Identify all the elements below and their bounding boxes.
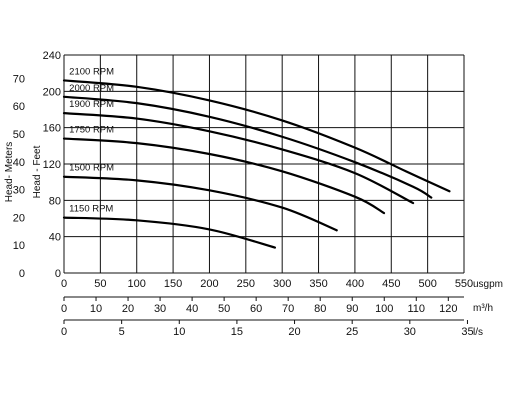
x-tick-usgpm: 50 [94, 278, 106, 290]
axis-tick-label: 5 [119, 326, 125, 338]
axis-tick-label: 90 [346, 303, 358, 315]
x-axis-usgpm-label: usgpm [473, 279, 503, 290]
x-tick-usgpm: 300 [273, 278, 291, 290]
axis-tick-label: 50 [218, 303, 230, 315]
x-tick-usgpm: 550 [455, 278, 473, 290]
curve-1900-rpm [62, 112, 415, 205]
axis-tick-label: 25 [346, 326, 358, 338]
x-tick-usgpm: 0 [61, 278, 67, 290]
axis-tick-label: 15 [231, 326, 243, 338]
y-tick-feet: 200 [43, 86, 61, 98]
curve-label: 2100 RPM [69, 66, 114, 77]
y-tick-feet: 240 [43, 50, 61, 62]
x-tick-usgpm: 100 [128, 278, 146, 290]
y-tick-feet: 0 [55, 268, 61, 280]
axis-tick-label: 80 [314, 303, 326, 315]
axis-tick-label: 10 [90, 303, 102, 315]
y-tick-meters: 20 [13, 212, 25, 224]
y-axis-feet-ticks: 0 40 80 120 160 200 240 [43, 50, 61, 280]
curve-label: 1900 RPM [69, 99, 114, 110]
y-axis-meters-label: Head- Meters [4, 142, 15, 203]
x-axis-m3h: 0 10 20 30 40 50 60 70 80 90 100 110 120 [61, 296, 464, 315]
x-tick-usgpm: 500 [418, 278, 436, 290]
x-tick-usgpm: 350 [309, 278, 327, 290]
curve-1150-rpm [62, 216, 277, 249]
axis-tick-label: 100 [375, 303, 393, 315]
y-axis-meters-ticks: 0 10 20 30 40 50 60 70 [13, 73, 25, 280]
curve-label: 1750 RPM [69, 125, 114, 136]
y-tick-meters: 60 [13, 101, 25, 113]
x-axis-ls-label: l/s [473, 327, 483, 338]
x-axis-m3h-label: m³/h [473, 303, 493, 314]
curve-label: 2000 RPM [69, 83, 114, 94]
axis-tick-label: 35 [461, 326, 473, 338]
axis-tick-label: 120 [439, 303, 457, 315]
y-axis-feet-label: Head - Feet [32, 145, 43, 198]
axis-tick-label: 0 [61, 326, 67, 338]
axis-tick-label: 70 [282, 303, 294, 315]
curve-1500-rpm [62, 175, 338, 232]
x-axis-usgpm-ticks: 0 50 100 150 200 250 300 350 400 450 500 550 [61, 278, 473, 290]
curve-2100-rpm [62, 79, 451, 193]
y-tick-meters: 30 [13, 185, 25, 197]
axis-tick-label: 60 [250, 303, 262, 315]
x-tick-usgpm: 250 [237, 278, 255, 290]
x-tick-usgpm: 400 [346, 278, 364, 290]
y-tick-feet: 120 [43, 159, 61, 171]
curve-2000-rpm [62, 95, 433, 199]
chart-grid [63, 54, 465, 274]
x-axis-ls: 0 5 10 15 20 25 30 35 [61, 319, 474, 338]
y-tick-meters: 10 [13, 240, 25, 252]
axis-tick-label: 110 [408, 303, 426, 315]
performance-curves [62, 79, 451, 249]
y-tick-feet: 80 [49, 195, 61, 207]
axis-tick-label: 10 [173, 326, 185, 338]
y-tick-meters: 0 [19, 268, 25, 280]
curve-label: 1500 RPM [69, 163, 114, 174]
axis-tick-label: 0 [61, 303, 67, 315]
curve-label: 1150 RPM [69, 204, 113, 215]
y-tick-feet: 40 [49, 232, 61, 244]
curve-1750-rpm [62, 137, 386, 215]
y-tick-feet: 160 [43, 123, 61, 135]
y-tick-meters: 40 [13, 157, 25, 169]
axis-tick-label: 20 [288, 326, 300, 338]
x-tick-usgpm: 200 [200, 278, 218, 290]
axis-tick-label: 30 [404, 326, 416, 338]
axis-tick-label: 20 [122, 303, 134, 315]
curve-labels: 2100 RPM 2000 RPM 1900 RPM 1750 RPM 1500 RPM… [69, 66, 114, 214]
axis-tick-label: 40 [186, 303, 198, 315]
axis-tick-label: 30 [154, 303, 166, 315]
y-tick-meters: 50 [13, 129, 25, 141]
x-tick-usgpm: 150 [164, 278, 182, 290]
y-tick-meters: 70 [13, 73, 25, 85]
x-tick-usgpm: 450 [382, 278, 400, 290]
